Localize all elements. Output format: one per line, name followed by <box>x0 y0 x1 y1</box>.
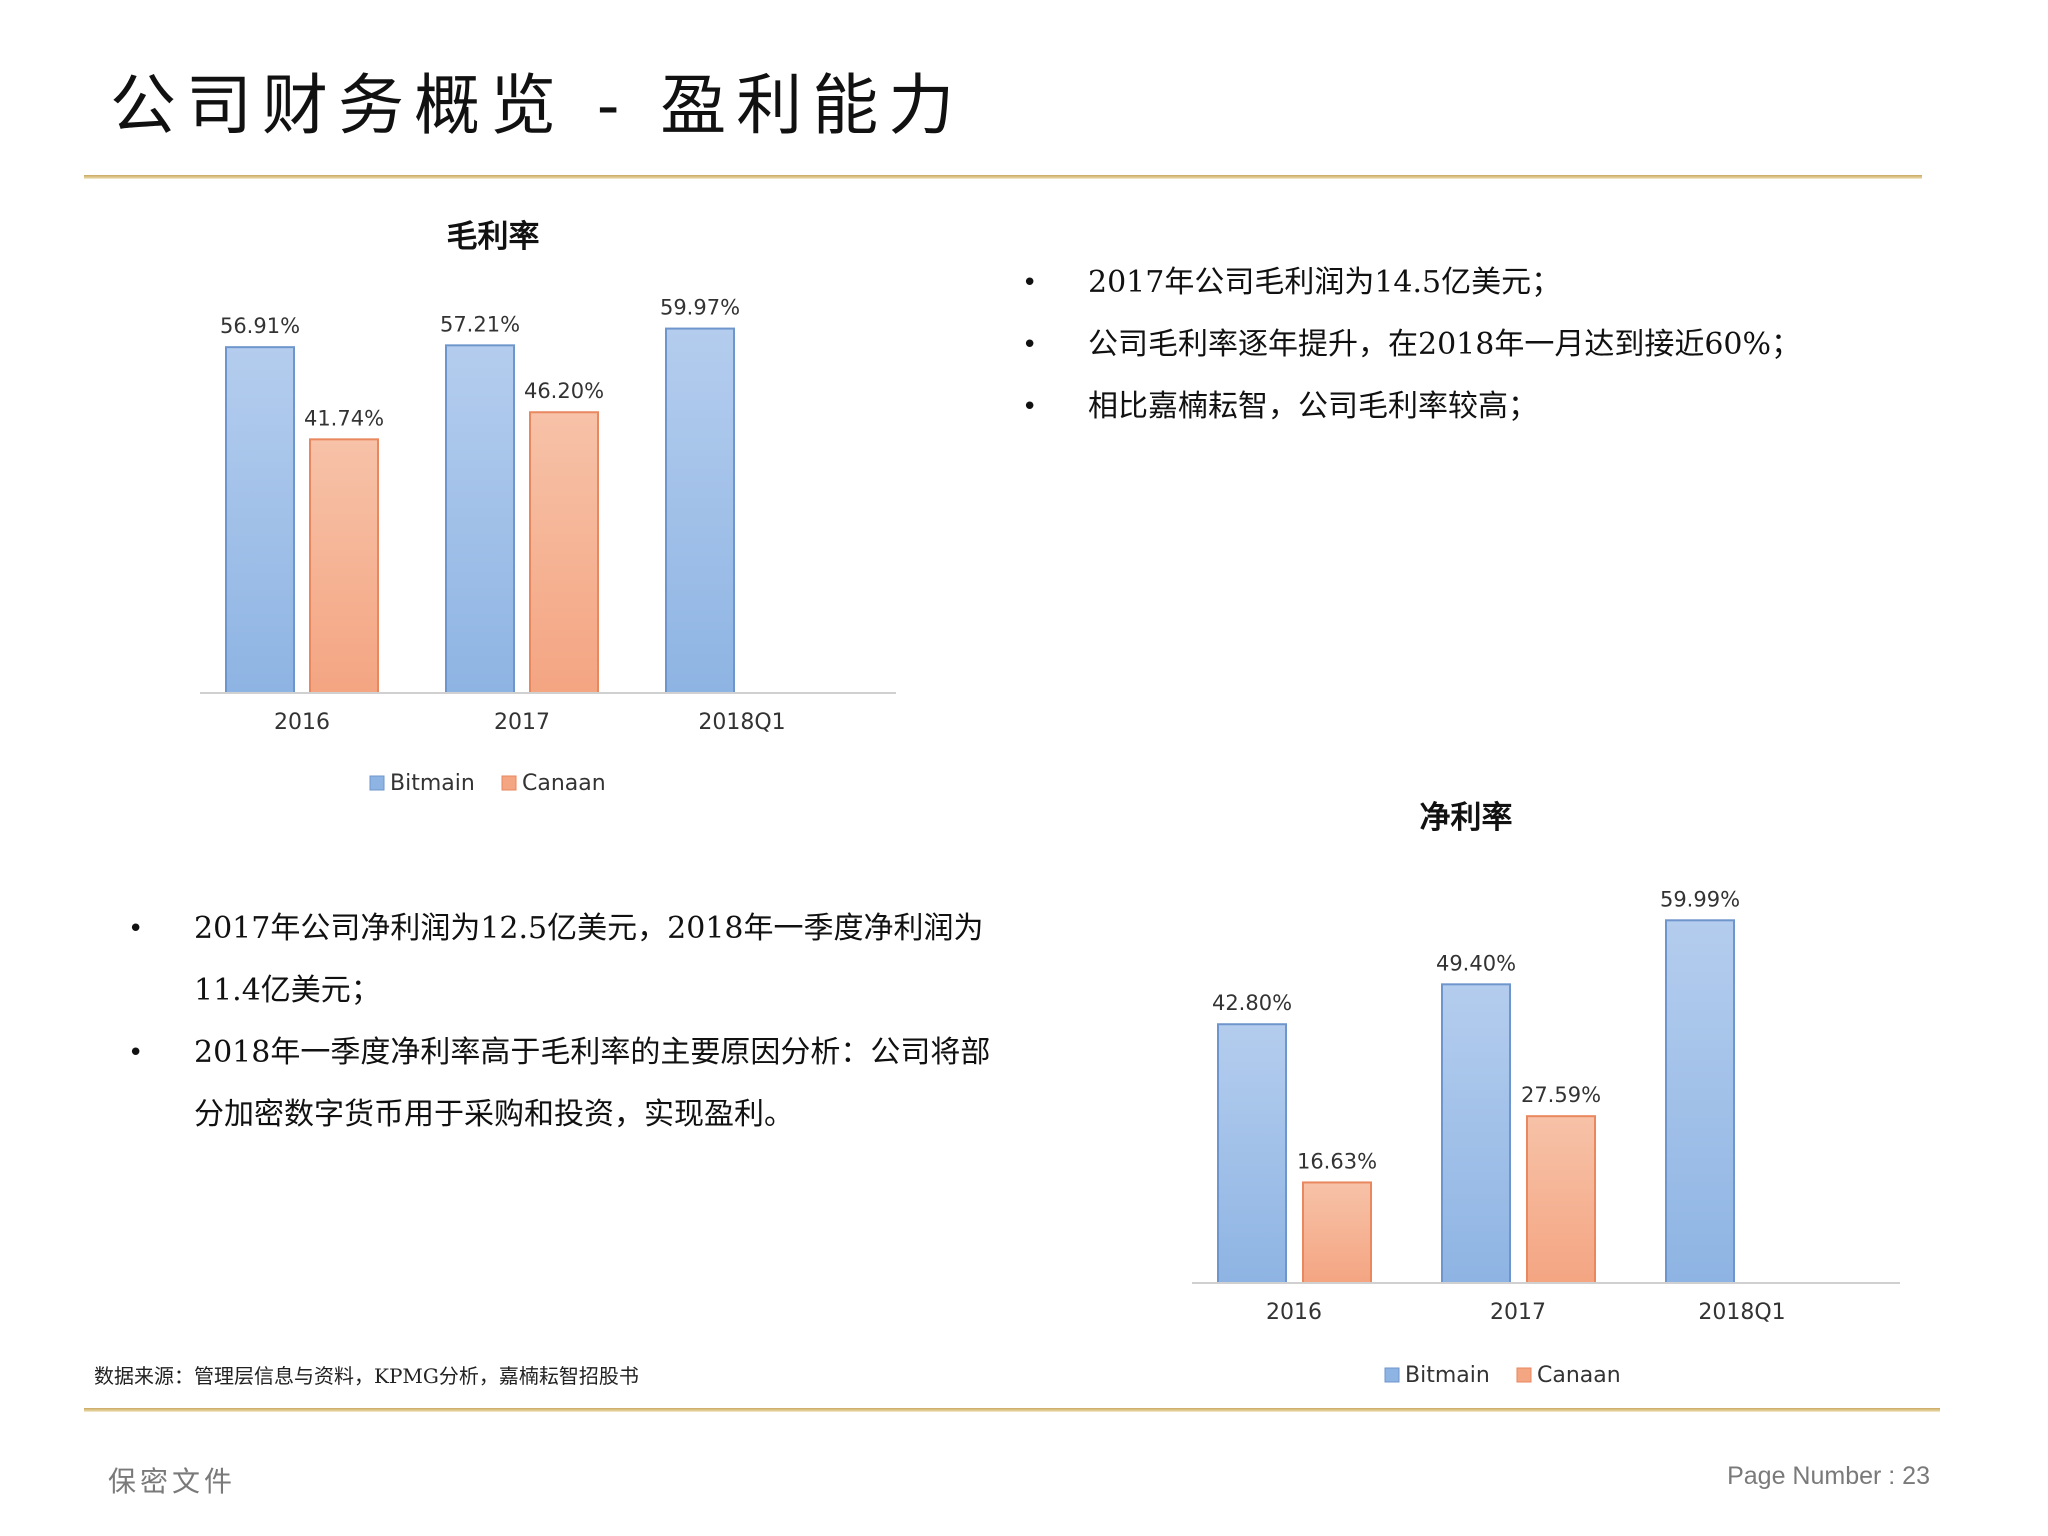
data-label: 59.97% <box>660 296 740 320</box>
data-label: 49.40% <box>1436 951 1516 975</box>
page-number: Page Number : 23 <box>1727 1462 1930 1490</box>
bar-bitmain-2016 <box>225 346 295 695</box>
source-note: 数据来源：管理层信息与资料，KPMG分析，嘉楠耘智招股书 <box>94 1364 639 1388</box>
bar-bitmain-2016 <box>1217 1023 1287 1284</box>
data-label: 56.91% <box>220 314 300 338</box>
legend-swatch-bitmain <box>369 775 385 791</box>
data-label: 57.21% <box>440 312 520 336</box>
gross-margin-chart: 毛利率 56.91% 41.74% 2016 57.21% 46.20% 2017 59.97… <box>190 210 896 810</box>
x-tick-label: 2017 <box>1490 1300 1546 1325</box>
x-tick-label: 2016 <box>1266 1300 1322 1325</box>
bullet-text: 公司毛利率逐年提升，在2018年一月达到接近60%； <box>1088 327 1802 362</box>
x-tick-label: 2016 <box>274 710 330 735</box>
bar-bitmain-2018q1 <box>665 327 735 694</box>
confidential-label: 保密文件 <box>108 1465 237 1498</box>
legend-label-bitmain: Bitmain <box>390 771 475 796</box>
bullet-dot: • <box>128 1038 144 1068</box>
bar-canaan-2017 <box>529 411 599 694</box>
legend-label-canaan: Canaan <box>1537 1363 1621 1388</box>
data-label: 16.63% <box>1297 1149 1377 1173</box>
bar-canaan-2016 <box>1302 1181 1372 1284</box>
bullet-item: • 相比嘉楠耘智，公司毛利率较高； <box>1022 376 1982 438</box>
bullet-item: • 2017年公司净利润为12.5亿美元，2018年一季度净利润为11.4亿美元； <box>128 898 1008 1022</box>
data-label: 27.59% <box>1521 1083 1601 1107</box>
title-divider <box>84 175 1922 179</box>
bullet-item: • 2017年公司毛利润为14.5亿美元； <box>1022 252 1982 314</box>
x-tick-label: 2017 <box>494 710 550 735</box>
bar-bitmain-2017 <box>1441 983 1511 1284</box>
bullet-text: 2017年公司毛利润为14.5亿美元； <box>1088 265 1562 300</box>
legend-label-canaan: Canaan <box>522 771 606 796</box>
bullet-dot: • <box>1022 392 1038 422</box>
gross-margin-bullets: • 2017年公司毛利润为14.5亿美元； • 公司毛利率逐年提升，在2018年一月… <box>1022 252 1982 438</box>
page-title: 公司财务概览 - 盈利能力 <box>110 67 965 144</box>
x-tick-label: 2018Q1 <box>698 710 785 735</box>
legend-swatch-canaan <box>1516 1367 1532 1383</box>
gross-margin-chart-svg: 毛利率 56.91% 41.74% 2016 57.21% 46.20% 2017 59.97… <box>200 219 896 796</box>
bullet-text: 相比嘉楠耘智，公司毛利率较高； <box>1088 389 1538 424</box>
data-label: 59.99% <box>1660 887 1740 911</box>
chart-title: 净利率 <box>1420 800 1513 836</box>
chart-title: 毛利率 <box>447 219 540 255</box>
data-label: 41.74% <box>304 406 384 430</box>
net-margin-chart-svg: 净利率 42.80% 16.63% 2016 49.40% 27.59% 2017 59.99… <box>1192 800 1900 1388</box>
bullet-item: • 公司毛利率逐年提升，在2018年一月达到接近60%； <box>1022 314 1982 376</box>
bullet-text: 2017年公司净利润为12.5亿美元，2018年一季度净利润为11.4亿美元； <box>194 911 984 1008</box>
bar-canaan-2016 <box>309 438 379 694</box>
bullet-dot: • <box>1022 330 1038 360</box>
legend-swatch-canaan <box>501 775 517 791</box>
net-margin-bullets: • 2017年公司净利润为12.5亿美元，2018年一季度净利润为11.4亿美元；… <box>128 898 1008 1146</box>
x-tick-label: 2018Q1 <box>1698 1300 1785 1325</box>
data-label: 46.20% <box>524 379 604 403</box>
bullet-dot: • <box>1022 268 1038 298</box>
footer-divider <box>84 1408 1940 1412</box>
data-label: 42.80% <box>1212 991 1292 1015</box>
bar-bitmain-2017 <box>445 344 515 694</box>
bar-canaan-2017 <box>1526 1115 1596 1284</box>
bar-bitmain-2018q1 <box>1665 919 1735 1284</box>
bullet-dot: • <box>128 914 144 944</box>
bullet-text: 2018年一季度净利率高于毛利率的主要原因分析：公司将部分加密数字货币用于采购和… <box>194 1035 991 1132</box>
legend-label-bitmain: Bitmain <box>1405 1363 1490 1388</box>
bullet-item: • 2018年一季度净利率高于毛利率的主要原因分析：公司将部分加密数字货币用于采购… <box>128 1022 1008 1146</box>
net-margin-chart: 净利率 42.80% 16.63% 2016 49.40% 27.59% 2017 59.99… <box>1190 745 1900 1395</box>
legend-swatch-bitmain <box>1384 1367 1400 1383</box>
